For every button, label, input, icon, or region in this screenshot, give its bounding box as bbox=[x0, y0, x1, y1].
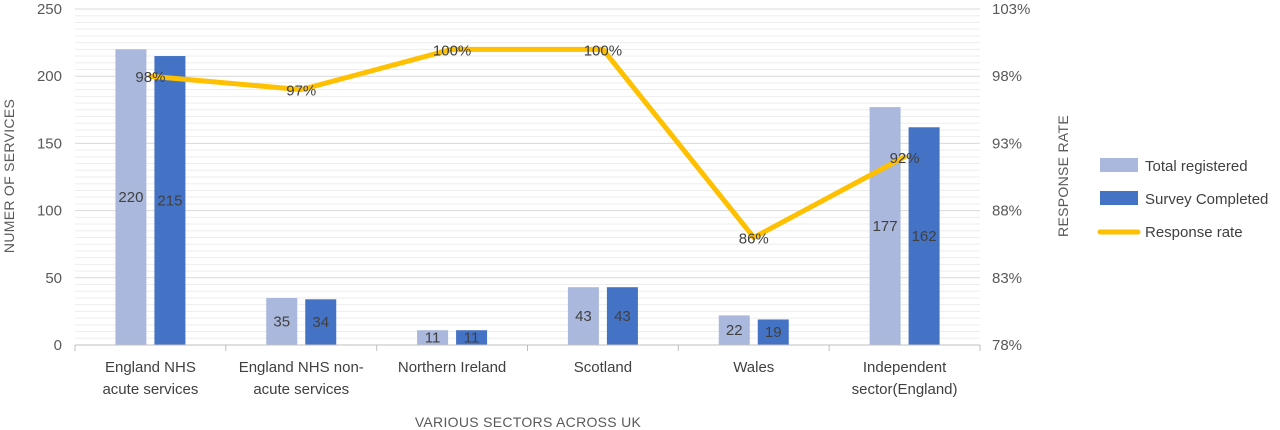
x-category-label: Northern Ireland bbox=[398, 359, 506, 376]
bar-total-registered bbox=[417, 330, 449, 345]
bar-survey-completed bbox=[757, 319, 789, 345]
bar-survey-completed bbox=[908, 127, 940, 345]
bar-value-label: 34 bbox=[312, 314, 329, 331]
bar-survey-completed bbox=[606, 287, 638, 345]
y-tick-label: 200 bbox=[37, 68, 62, 85]
x-category-label: acute services bbox=[102, 381, 198, 398]
x-axis-categories: England NHS acute services England NHS non… bbox=[102, 359, 957, 398]
legend-label-survey-completed: Survey Completed bbox=[1145, 191, 1268, 208]
bar-total-registered bbox=[718, 315, 750, 345]
bar-value-label: 11 bbox=[425, 330, 441, 347]
response-rate-line bbox=[147, 46, 908, 240]
x-axis-line bbox=[74, 344, 981, 351]
y2-tick-label: 103% bbox=[992, 1, 1030, 18]
gridlines bbox=[75, 8, 980, 339]
response-rate-label: 97% bbox=[286, 83, 316, 100]
y-tick-label: 150 bbox=[37, 135, 62, 152]
bar-value-label: 215 bbox=[157, 193, 182, 210]
legend-label-response-rate: Response rate bbox=[1145, 224, 1243, 241]
y-tick-label: 100 bbox=[37, 203, 62, 220]
response-rate-label: 100% bbox=[433, 42, 471, 59]
y2-axis-title: RESPONSE RATE bbox=[1055, 115, 1071, 237]
x-axis-title: VARIOUS SECTORS ACROSS UK bbox=[415, 414, 642, 430]
bar-value-label: 43 bbox=[614, 308, 631, 325]
data-labels: 220 35 11 43 22 177 215 34 11 43 19 162 98% 97% 100% 10… bbox=[118, 42, 936, 346]
right-axis-ticks: 78% 83% 88% 93% 98% 103% bbox=[992, 1, 1030, 354]
bar-total-registered bbox=[266, 297, 298, 345]
x-category-label: sector(England) bbox=[852, 381, 958, 398]
bar-value-label: 11 bbox=[464, 330, 480, 347]
bar-value-label: 220 bbox=[118, 189, 143, 206]
response-rate-polyline bbox=[147, 46, 908, 240]
y-tick-label: 50 bbox=[45, 270, 62, 287]
bar-total-registered bbox=[567, 287, 599, 345]
legend-label-total-registered: Total registered bbox=[1145, 158, 1248, 175]
response-rate-label: 86% bbox=[739, 230, 769, 247]
x-category-label: England NHS non- bbox=[239, 359, 364, 376]
bar-value-label: 162 bbox=[912, 228, 937, 245]
x-category-label: Scotland bbox=[574, 359, 632, 376]
x-category-label: Wales bbox=[733, 359, 774, 376]
bars bbox=[115, 49, 940, 345]
y2-tick-label: 88% bbox=[992, 203, 1022, 220]
bar-survey-completed bbox=[154, 56, 186, 345]
x-category-label: acute services bbox=[253, 381, 349, 398]
x-category-label: Independent bbox=[863, 359, 947, 376]
x-category-label: England NHS bbox=[105, 359, 196, 376]
bar-survey-completed bbox=[305, 299, 337, 345]
response-rate-label: 98% bbox=[135, 69, 165, 86]
bar-total-registered bbox=[115, 49, 147, 345]
y2-tick-label: 93% bbox=[992, 135, 1022, 152]
y-tick-label: 250 bbox=[37, 1, 62, 18]
bar-survey-completed bbox=[456, 330, 488, 345]
bar-value-label: 19 bbox=[765, 324, 782, 341]
bar-value-label: 22 bbox=[726, 322, 743, 339]
left-axis-ticks: 0 50 100 150 200 250 bbox=[37, 1, 62, 354]
bar-value-label: 35 bbox=[273, 313, 290, 330]
y2-tick-label: 98% bbox=[992, 68, 1022, 85]
y2-tick-label: 83% bbox=[992, 270, 1022, 287]
bar-value-label: 43 bbox=[575, 308, 592, 325]
bar-value-label: 177 bbox=[873, 218, 898, 235]
y-tick-label: 0 bbox=[54, 337, 62, 354]
legend: Total registered Survey Completed Respon… bbox=[1097, 158, 1268, 241]
y-axis-title: NUMER OF SERVICES bbox=[1, 99, 17, 253]
response-rate-label: 92% bbox=[890, 150, 920, 167]
legend-swatch-total-registered bbox=[1100, 158, 1138, 172]
y2-tick-label: 78% bbox=[992, 337, 1022, 354]
bar-total-registered bbox=[869, 107, 901, 345]
response-rate-label: 100% bbox=[584, 42, 622, 59]
legend-swatch-survey-completed bbox=[1100, 191, 1138, 205]
